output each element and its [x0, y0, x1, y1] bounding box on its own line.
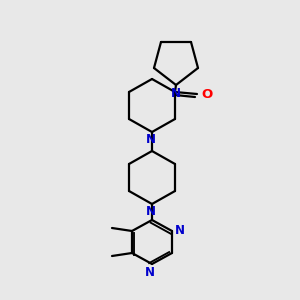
Text: N: N [171, 87, 181, 100]
Text: N: N [175, 224, 185, 238]
Text: N: N [146, 133, 156, 146]
Text: N: N [145, 266, 155, 279]
Text: N: N [146, 205, 156, 218]
Text: O: O [201, 88, 212, 101]
